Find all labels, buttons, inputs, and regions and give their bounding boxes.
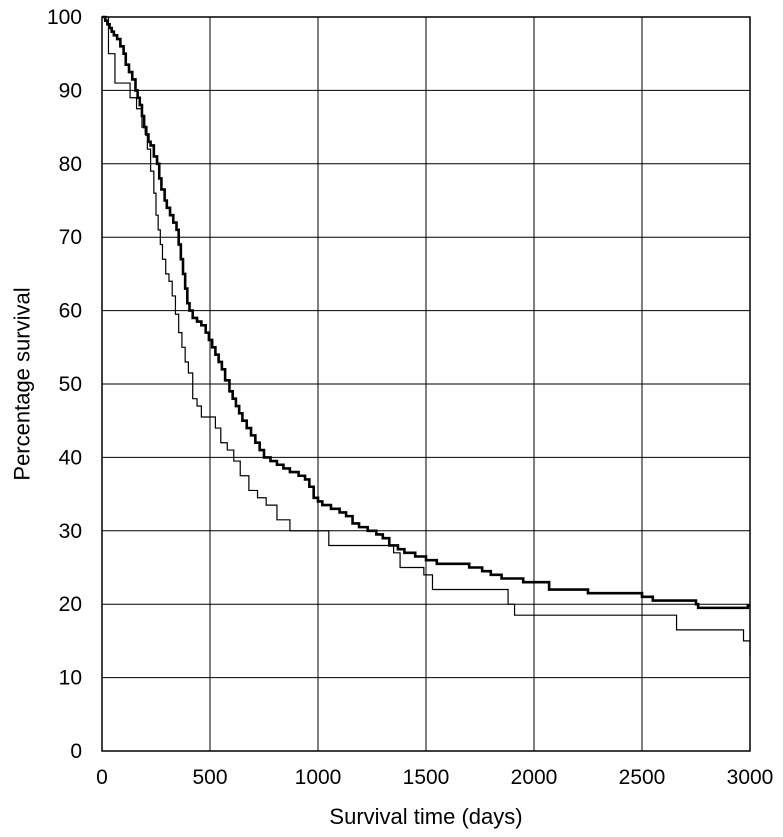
y-tick-labels: 0 10 20 30 40 50 60 70 80 90 100 bbox=[47, 6, 82, 763]
x-tick-label: 2500 bbox=[619, 766, 666, 789]
x-tick-labels: 0 500 1000 1500 2000 2500 3000 bbox=[96, 766, 773, 789]
x-tick-label: 2000 bbox=[511, 766, 558, 789]
series-layer bbox=[102, 15, 751, 656]
y-tick-label: 100 bbox=[47, 6, 82, 29]
x-tick-label: 0 bbox=[96, 766, 108, 789]
y-axis-title: Percentage survival bbox=[10, 287, 35, 480]
x-tick-label: 3000 bbox=[727, 766, 774, 789]
x-tick-label: 1000 bbox=[295, 766, 342, 789]
x-axis-title: Survival time (days) bbox=[329, 804, 522, 829]
plot-frame bbox=[101, 16, 751, 752]
y-tick-label: 40 bbox=[59, 446, 82, 469]
x-tick-label: 1500 bbox=[403, 766, 450, 789]
y-tick-label: 90 bbox=[59, 79, 82, 102]
y-tick-label: 30 bbox=[59, 520, 82, 543]
y-tick-label: 60 bbox=[59, 300, 82, 323]
y-tick-label: 70 bbox=[59, 226, 82, 249]
grid bbox=[101, 16, 751, 752]
y-tick-label: 50 bbox=[59, 373, 82, 396]
y-tick-label: 20 bbox=[59, 593, 82, 616]
x-tick-label: 500 bbox=[192, 766, 227, 789]
y-tick-label: 10 bbox=[59, 667, 82, 690]
y-tick-label: 0 bbox=[70, 740, 82, 763]
survival-curve-thin bbox=[102, 16, 751, 656]
y-tick-label: 80 bbox=[59, 153, 82, 176]
